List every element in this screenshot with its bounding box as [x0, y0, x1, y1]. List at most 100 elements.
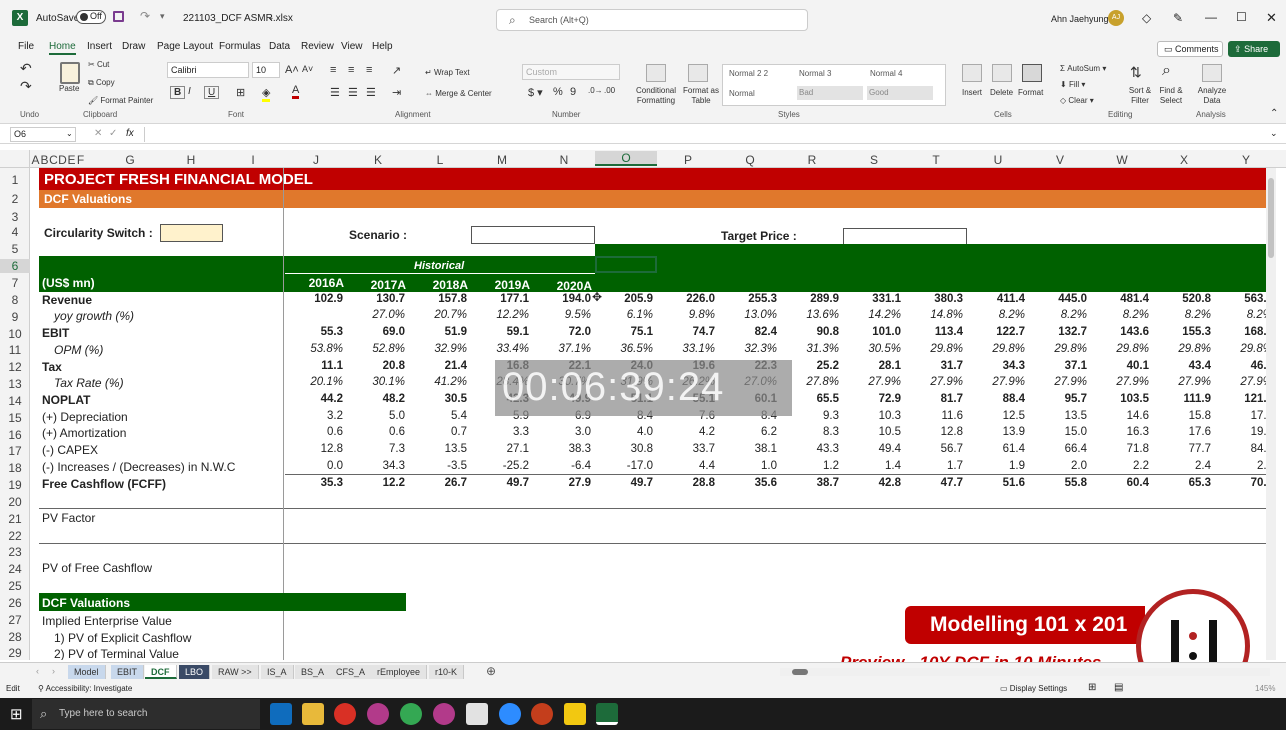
- table-cell[interactable]: 0.6: [327, 426, 343, 438]
- row-header-14[interactable]: 14: [8, 394, 22, 408]
- table-cell[interactable]: 29.8%: [1240, 343, 1273, 355]
- table-cell[interactable]: 6.2: [761, 426, 777, 438]
- insert-function-icon[interactable]: fx: [126, 128, 134, 139]
- table-cell[interactable]: 12.5: [1002, 410, 1025, 422]
- col-header-H[interactable]: H: [186, 153, 196, 167]
- table-cell[interactable]: 66.4: [1064, 443, 1087, 455]
- table-cell[interactable]: 59.1: [506, 326, 529, 338]
- table-cell[interactable]: 49.7: [506, 477, 529, 489]
- table-cell[interactable]: 27.9%: [1116, 376, 1149, 388]
- table-cell[interactable]: 71.8: [1126, 443, 1149, 455]
- table-cell[interactable]: 8.2%: [1246, 309, 1273, 321]
- table-cell[interactable]: 27.9: [568, 477, 591, 489]
- format-table-label[interactable]: Format as Table: [683, 86, 720, 105]
- outlook-icon[interactable]: [270, 703, 292, 725]
- table-cell[interactable]: 8.2%: [1184, 309, 1211, 321]
- row-header-18[interactable]: 18: [8, 461, 22, 475]
- menu-draw[interactable]: Draw: [122, 41, 146, 52]
- table-cell[interactable]: 9.3: [823, 410, 839, 422]
- table-cell[interactable]: -3.5: [447, 460, 467, 472]
- minimize-icon[interactable]: —: [1205, 10, 1217, 24]
- tab-cfs-a[interactable]: CFS_A: [330, 665, 373, 679]
- save-icon[interactable]: [113, 11, 124, 22]
- table-cell[interactable]: 5.0: [389, 410, 405, 422]
- share-button[interactable]: ⇪ Share: [1228, 41, 1280, 57]
- table-cell[interactable]: 31.7: [940, 360, 963, 372]
- orientation-icon[interactable]: ↗: [392, 65, 402, 77]
- col-header-E[interactable]: E: [67, 153, 76, 167]
- menu-page-layout[interactable]: Page Layout: [157, 41, 214, 52]
- row-header-4[interactable]: 4: [11, 225, 19, 239]
- table-cell[interactable]: 1.0: [761, 460, 777, 472]
- table-cell[interactable]: 12.8: [320, 443, 343, 455]
- redo-icon[interactable]: ↷: [140, 9, 151, 23]
- row-header-20[interactable]: 20: [8, 495, 22, 509]
- table-cell[interactable]: 60.4: [1126, 477, 1149, 489]
- add-sheet-icon[interactable]: ⊕: [486, 664, 497, 678]
- collapse-ribbon-icon[interactable]: ⌃: [1270, 108, 1279, 119]
- fill-color-icon[interactable]: ◈: [262, 86, 271, 102]
- align-top-icon[interactable]: ≡: [330, 64, 337, 76]
- font-size-select[interactable]: 10: [252, 62, 280, 78]
- table-cell[interactable]: 8.2%: [1122, 309, 1149, 321]
- table-cell[interactable]: 88.4: [1002, 393, 1025, 405]
- table-cell[interactable]: 72.9: [878, 393, 901, 405]
- delete-cells-label[interactable]: Delete: [990, 88, 1014, 97]
- table-cell[interactable]: 13.9: [1002, 426, 1025, 438]
- table-cell[interactable]: 6.1%: [626, 309, 653, 321]
- style-normal-3[interactable]: Normal 3: [799, 69, 832, 78]
- col-header-F[interactable]: F: [76, 153, 85, 167]
- row-header-5[interactable]: 5: [11, 242, 19, 256]
- table-cell[interactable]: 121.1: [1244, 393, 1273, 405]
- table-cell[interactable]: 35.3: [320, 477, 343, 489]
- file-explorer-icon[interactable]: [302, 703, 324, 725]
- photos-icon[interactable]: [466, 703, 488, 725]
- align-center-icon[interactable]: ☰: [348, 87, 358, 99]
- currency-icon[interactable]: $ ▾: [528, 87, 543, 99]
- col-header-N[interactable]: N: [559, 153, 569, 167]
- italic-button[interactable]: I: [188, 86, 191, 97]
- table-cell[interactable]: 168.0: [1244, 326, 1273, 338]
- col-header-B[interactable]: B: [40, 153, 49, 167]
- row-header-25[interactable]: 25: [8, 579, 22, 593]
- close-icon[interactable]: ✕: [1266, 10, 1277, 25]
- vertical-scroll-thumb[interactable]: [1268, 178, 1274, 258]
- table-cell[interactable]: 32.9%: [434, 343, 467, 355]
- tab-model[interactable]: Model: [68, 665, 106, 679]
- row-header-28[interactable]: 28: [8, 630, 22, 644]
- row-header-2[interactable]: 2: [11, 192, 19, 206]
- table-cell[interactable]: 61.4: [1002, 443, 1025, 455]
- tab-scroll-left-icon[interactable]: ‹: [36, 666, 39, 676]
- table-cell[interactable]: 81.7: [940, 393, 963, 405]
- table-cell[interactable]: 5.4: [451, 410, 467, 422]
- windows-start-icon[interactable]: ⊞: [10, 706, 23, 723]
- table-cell[interactable]: 36.5%: [620, 343, 653, 355]
- table-cell[interactable]: 331.1: [872, 293, 901, 305]
- format-cells-icon[interactable]: [1022, 64, 1042, 82]
- table-cell[interactable]: 20.7%: [434, 309, 467, 321]
- menu-home[interactable]: Home: [49, 41, 76, 55]
- font-color-icon[interactable]: A: [292, 84, 300, 99]
- table-cell[interactable]: 29.8%: [930, 343, 963, 355]
- formula-input[interactable]: [144, 127, 1272, 142]
- table-cell[interactable]: 1.7: [947, 460, 963, 472]
- conditional-formatting-icon[interactable]: [646, 64, 666, 82]
- analyze-data-icon[interactable]: [1202, 64, 1222, 82]
- table-cell[interactable]: 8.2%: [998, 309, 1025, 321]
- row-header-15[interactable]: 15: [8, 411, 22, 425]
- table-cell[interactable]: 65.3: [1188, 477, 1211, 489]
- row-header-29[interactable]: 29: [8, 646, 22, 660]
- table-cell[interactable]: 8.2%: [1060, 309, 1087, 321]
- table-cell[interactable]: 101.0: [872, 326, 901, 338]
- table-cell[interactable]: 10.3: [878, 410, 901, 422]
- table-cell[interactable]: 43.4: [1188, 360, 1211, 372]
- table-cell[interactable]: 55.3: [320, 326, 343, 338]
- table-cell[interactable]: -6.4: [571, 460, 591, 472]
- menu-view[interactable]: View: [341, 41, 363, 52]
- analyze-data-label[interactable]: Analyze Data: [1197, 86, 1227, 105]
- col-header-V[interactable]: V: [1055, 153, 1064, 167]
- sort-filter-icon[interactable]: ⇅: [1130, 64, 1142, 80]
- table-cell[interactable]: 46.9: [1250, 360, 1273, 372]
- vertical-scrollbar[interactable]: [1266, 168, 1276, 660]
- col-header-W[interactable]: W: [1116, 153, 1128, 167]
